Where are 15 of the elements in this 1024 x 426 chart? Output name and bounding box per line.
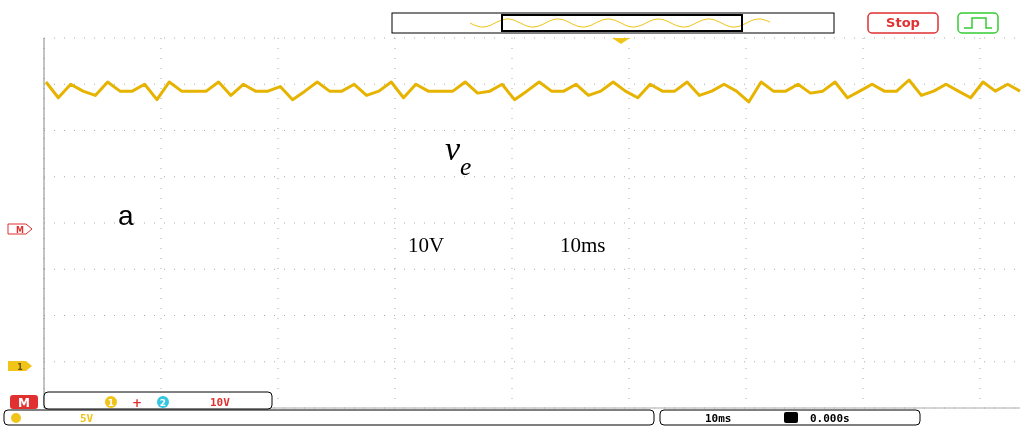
annotation: 2 (159, 398, 167, 408)
annotation: 10ms (560, 233, 606, 257)
text: M (18, 396, 30, 410)
text: 0.000s (810, 412, 850, 425)
text: Stop (886, 15, 920, 30)
annotation: + (131, 396, 143, 410)
annotation: 1 (107, 398, 115, 408)
annotation: a (118, 200, 134, 231)
annotation: v$_{e}$ (445, 130, 472, 181)
text: 10ms (705, 412, 732, 425)
text: 1 (17, 363, 24, 372)
annotation: 10V (408, 233, 445, 257)
text: 5V (80, 412, 94, 425)
annotation: 10V (210, 396, 231, 409)
text: M (16, 226, 25, 235)
